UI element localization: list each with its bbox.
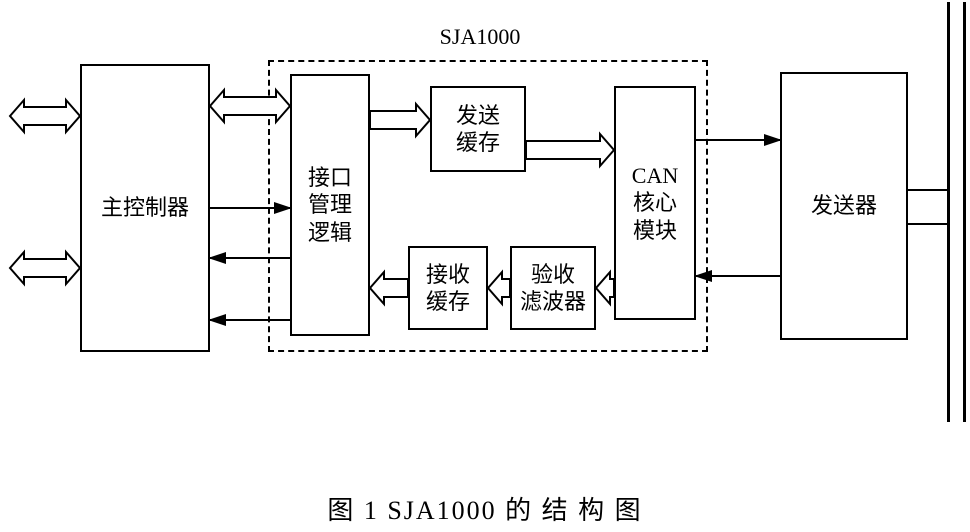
block-rxbuf-label: 接收 缓存 (426, 261, 470, 316)
block-rxbuf: 接收 缓存 (408, 246, 488, 330)
bus-line-1 (947, 2, 950, 422)
figure-caption: 图 1 SJA1000 的 结 构 图 (0, 490, 970, 527)
hollow-arrow-ext-bot (10, 252, 80, 284)
block-txrx-label: 发送器 (811, 192, 877, 220)
block-txrx: 发送器 (780, 72, 908, 340)
block-host: 主控制器 (80, 64, 210, 352)
block-core-label: CAN 核心 模块 (632, 162, 678, 245)
block-txbuf-label: 发送 缓存 (456, 102, 500, 157)
block-filter: 验收 滤波器 (510, 246, 596, 330)
bus-line-2 (963, 2, 966, 422)
sja1000-title: SJA1000 (420, 24, 540, 50)
block-core: CAN 核心 模块 (614, 86, 696, 320)
hollow-arrow-ext-top (10, 100, 80, 132)
block-iml-label: 接口 管理 逻辑 (308, 164, 352, 247)
block-txbuf: 发送 缓存 (430, 86, 526, 172)
block-filter-label: 验收 滤波器 (520, 261, 586, 316)
block-iml: 接口 管理 逻辑 (290, 74, 370, 336)
block-host-label: 主控制器 (101, 194, 189, 222)
